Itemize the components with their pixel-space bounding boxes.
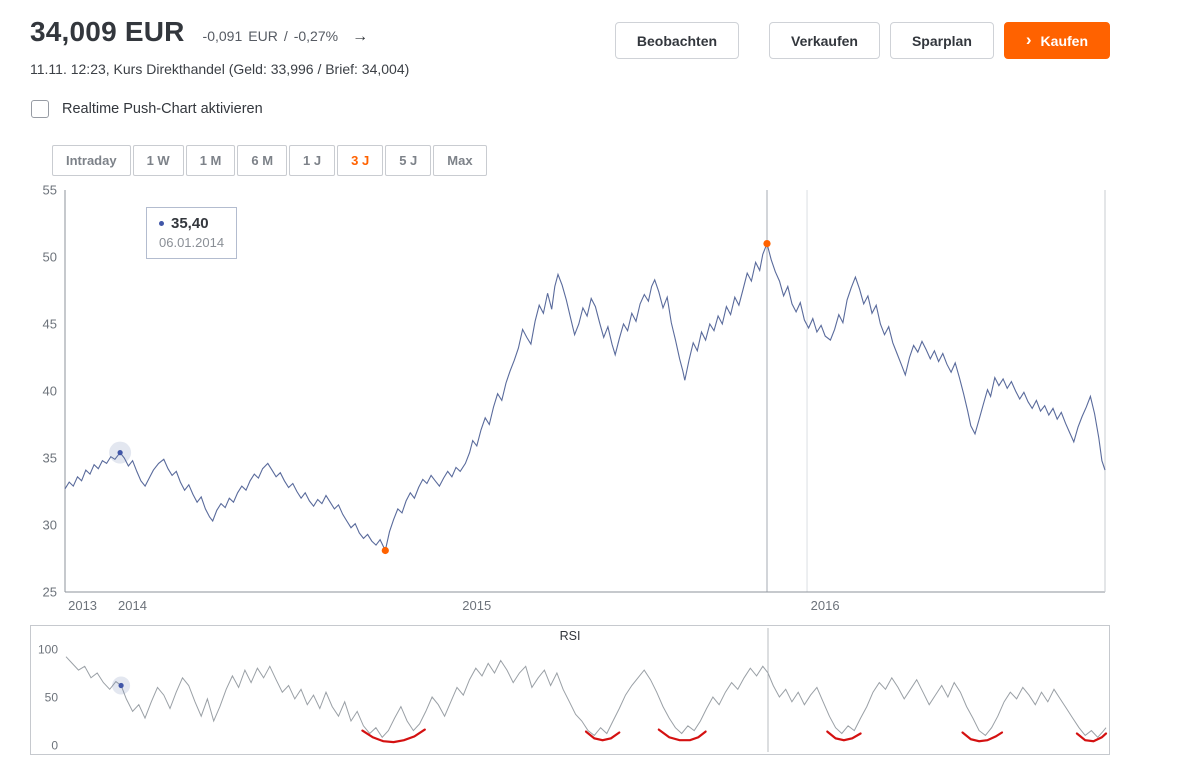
arrow-right-icon[interactable]: → [352,28,369,45]
action-buttons: Beobachten Verkaufen Sparplan › Kaufen [614,22,1110,59]
price-change: -0,091 EUR / -0,27% [203,28,345,44]
verkaufen-button[interactable]: Verkaufen [769,22,880,59]
kaufen-label: Kaufen [1040,32,1088,49]
beobachten-button[interactable]: Beobachten [614,22,740,59]
series-dot-icon [159,221,164,226]
price-chart[interactable]: 55 50 45 40 35 30 25 2013 2014 2015 2016 35,40 06.… [30,185,1115,620]
svg-text:2014: 2014 [118,598,147,613]
period-tabs: Intraday 1 W 1 M 6 M 1 J 3 J 5 J Max [52,145,487,176]
change-currency: EUR [248,28,278,44]
change-absolute: -0,091 [202,28,243,44]
tooltip-value: 35,40 [171,215,209,232]
realtime-label: Realtime Push-Chart aktivieren [62,101,263,117]
tab-1m[interactable]: 1 M [185,145,236,176]
chevron-right-icon: › [1025,30,1032,49]
chart-tooltip: 35,40 06.01.2014 [146,207,238,259]
tab-6m[interactable]: 6 M [237,145,288,176]
tab-3j[interactable]: 3 J [337,145,384,176]
svg-text:45: 45 [43,317,57,332]
price-header: 34,009 EUR -0,091 EUR / -0,27% → [30,16,368,48]
tab-1j[interactable]: 1 J [289,145,336,176]
svg-text:100: 100 [38,643,58,657]
realtime-row: Realtime Push-Chart aktivieren [31,100,263,118]
tooltip-value-row: 35,40 [159,215,224,232]
svg-text:55: 55 [43,185,57,198]
svg-text:35: 35 [43,451,57,466]
svg-text:0: 0 [51,739,58,753]
svg-text:40: 40 [43,384,57,399]
tab-intraday[interactable]: Intraday [52,145,131,176]
svg-text:2013: 2013 [68,598,97,613]
change-percent: -0,27% [293,28,339,44]
svg-text:50: 50 [43,250,57,265]
svg-text:50: 50 [45,691,59,705]
quote-subtitle: 11.11. 12:23, Kurs Direkthandel (Geld: 3… [30,61,410,77]
price-chart-canvas[interactable]: 55 50 45 40 35 30 25 2013 2014 2015 2016 [30,185,1115,617]
svg-text:2015: 2015 [462,598,491,613]
tooltip-date: 06.01.2014 [159,235,225,250]
rsi-chart-canvas[interactable]: 100 50 0 [31,626,1109,754]
svg-text:30: 30 [43,518,57,533]
sparplan-button[interactable]: Sparplan [889,22,994,59]
current-price: 34,009 EUR [30,16,185,47]
realtime-checkbox[interactable] [31,100,49,118]
rsi-title: RSI [559,629,581,643]
tab-5j[interactable]: 5 J [385,145,432,176]
svg-text:25: 25 [43,585,57,600]
change-separator: / [283,28,288,44]
rsi-panel[interactable]: RSI 100 50 0 [30,625,1110,755]
tab-max[interactable]: Max [433,145,487,176]
tab-1w[interactable]: 1 W [132,145,184,176]
svg-text:2016: 2016 [811,598,840,613]
kaufen-button[interactable]: › Kaufen [1003,22,1110,59]
